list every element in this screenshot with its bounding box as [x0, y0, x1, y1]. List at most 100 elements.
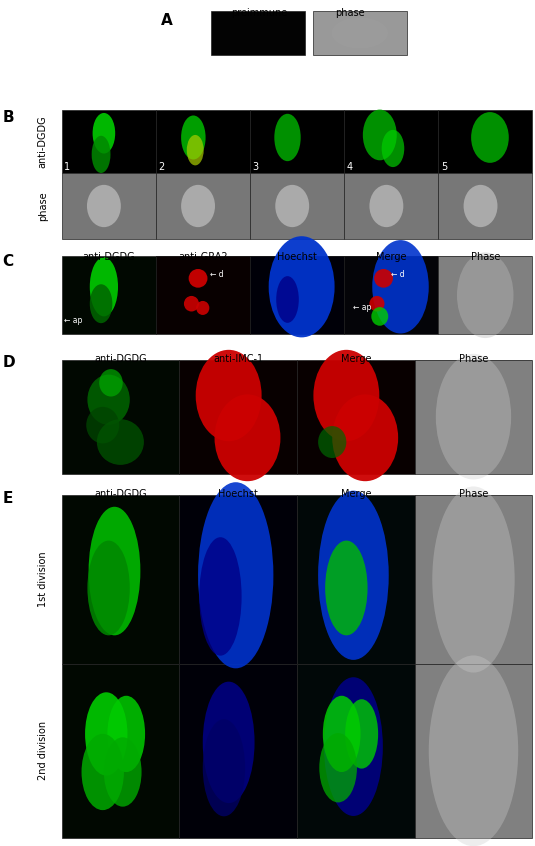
Text: Phase: Phase	[459, 354, 488, 364]
Ellipse shape	[93, 113, 115, 154]
Ellipse shape	[464, 185, 498, 228]
Bar	[62, 664, 179, 838]
Ellipse shape	[371, 307, 388, 326]
Bar	[344, 256, 438, 334]
Bar	[62, 173, 156, 239]
Ellipse shape	[363, 110, 397, 161]
Text: Hoechst: Hoechst	[277, 252, 317, 262]
Text: anti-DGDG: anti-DGDG	[94, 489, 147, 499]
Text: Merge: Merge	[376, 252, 407, 262]
Bar	[62, 110, 156, 173]
Bar	[415, 360, 532, 474]
Bar	[438, 256, 532, 334]
Text: E: E	[3, 491, 13, 506]
Ellipse shape	[196, 350, 262, 442]
Ellipse shape	[108, 695, 145, 772]
Text: 4: 4	[347, 162, 353, 172]
Text: 1st division: 1st division	[38, 552, 48, 607]
Ellipse shape	[319, 733, 357, 802]
Ellipse shape	[187, 135, 204, 165]
Text: 2nd division: 2nd division	[38, 722, 48, 780]
Ellipse shape	[276, 185, 309, 228]
Bar	[438, 256, 532, 334]
Bar	[250, 173, 344, 239]
Bar	[250, 256, 344, 334]
Ellipse shape	[457, 252, 514, 338]
Bar	[62, 360, 179, 474]
Ellipse shape	[269, 236, 334, 338]
Ellipse shape	[345, 699, 378, 768]
Ellipse shape	[184, 296, 199, 311]
Bar	[313, 11, 407, 55]
Text: ← d: ← d	[391, 270, 404, 278]
Bar	[179, 360, 297, 474]
Bar	[179, 495, 297, 664]
Ellipse shape	[332, 18, 388, 48]
Ellipse shape	[104, 738, 142, 807]
Text: anti-IMC-1: anti-IMC-1	[213, 354, 263, 364]
Ellipse shape	[181, 116, 205, 160]
Text: 1: 1	[64, 162, 70, 172]
Ellipse shape	[87, 375, 130, 425]
Ellipse shape	[203, 682, 255, 803]
Ellipse shape	[370, 185, 403, 228]
Bar	[62, 495, 179, 664]
Text: Phase: Phase	[471, 252, 500, 262]
Bar	[156, 110, 250, 173]
Text: 2: 2	[158, 162, 165, 172]
Bar	[344, 256, 438, 334]
Bar	[297, 360, 415, 474]
Ellipse shape	[81, 733, 124, 810]
Ellipse shape	[89, 507, 140, 635]
Text: Merge: Merge	[340, 354, 371, 364]
Ellipse shape	[99, 369, 123, 397]
Bar	[156, 173, 250, 239]
Ellipse shape	[429, 656, 518, 846]
Ellipse shape	[318, 426, 346, 458]
Ellipse shape	[471, 113, 509, 162]
Bar	[415, 495, 532, 664]
Text: C: C	[3, 254, 14, 269]
Bar	[156, 256, 250, 334]
Bar	[415, 360, 532, 474]
Bar	[179, 664, 297, 838]
Bar	[344, 110, 438, 173]
Bar	[250, 256, 344, 334]
Ellipse shape	[189, 269, 208, 288]
Ellipse shape	[323, 695, 361, 772]
Text: Phase: Phase	[459, 489, 488, 499]
Text: phase: phase	[335, 8, 365, 19]
Ellipse shape	[381, 130, 404, 167]
Ellipse shape	[90, 257, 118, 316]
Text: Hoechst: Hoechst	[218, 489, 258, 499]
Ellipse shape	[370, 296, 385, 311]
Ellipse shape	[332, 394, 398, 481]
Ellipse shape	[215, 394, 280, 481]
Ellipse shape	[85, 692, 127, 776]
Text: anti-DGDG: anti-DGDG	[38, 115, 48, 168]
Text: anti-DGDG: anti-DGDG	[82, 252, 135, 262]
Ellipse shape	[90, 284, 112, 323]
Ellipse shape	[196, 301, 209, 315]
Ellipse shape	[203, 719, 245, 816]
Bar	[297, 664, 415, 838]
Bar	[415, 664, 532, 838]
Ellipse shape	[199, 537, 242, 656]
Bar	[415, 495, 532, 664]
Ellipse shape	[87, 541, 130, 635]
Text: ← ap: ← ap	[64, 316, 83, 325]
Ellipse shape	[372, 240, 429, 333]
Text: ← d: ← d	[210, 270, 224, 278]
Ellipse shape	[86, 407, 119, 443]
Bar	[438, 110, 532, 173]
Ellipse shape	[374, 269, 393, 288]
Text: 3: 3	[253, 162, 258, 172]
Ellipse shape	[432, 486, 515, 673]
Ellipse shape	[276, 276, 299, 323]
Ellipse shape	[436, 354, 511, 480]
Ellipse shape	[314, 350, 379, 442]
Bar	[250, 110, 344, 173]
Bar	[438, 173, 532, 239]
Bar	[415, 664, 532, 838]
Ellipse shape	[91, 136, 111, 173]
